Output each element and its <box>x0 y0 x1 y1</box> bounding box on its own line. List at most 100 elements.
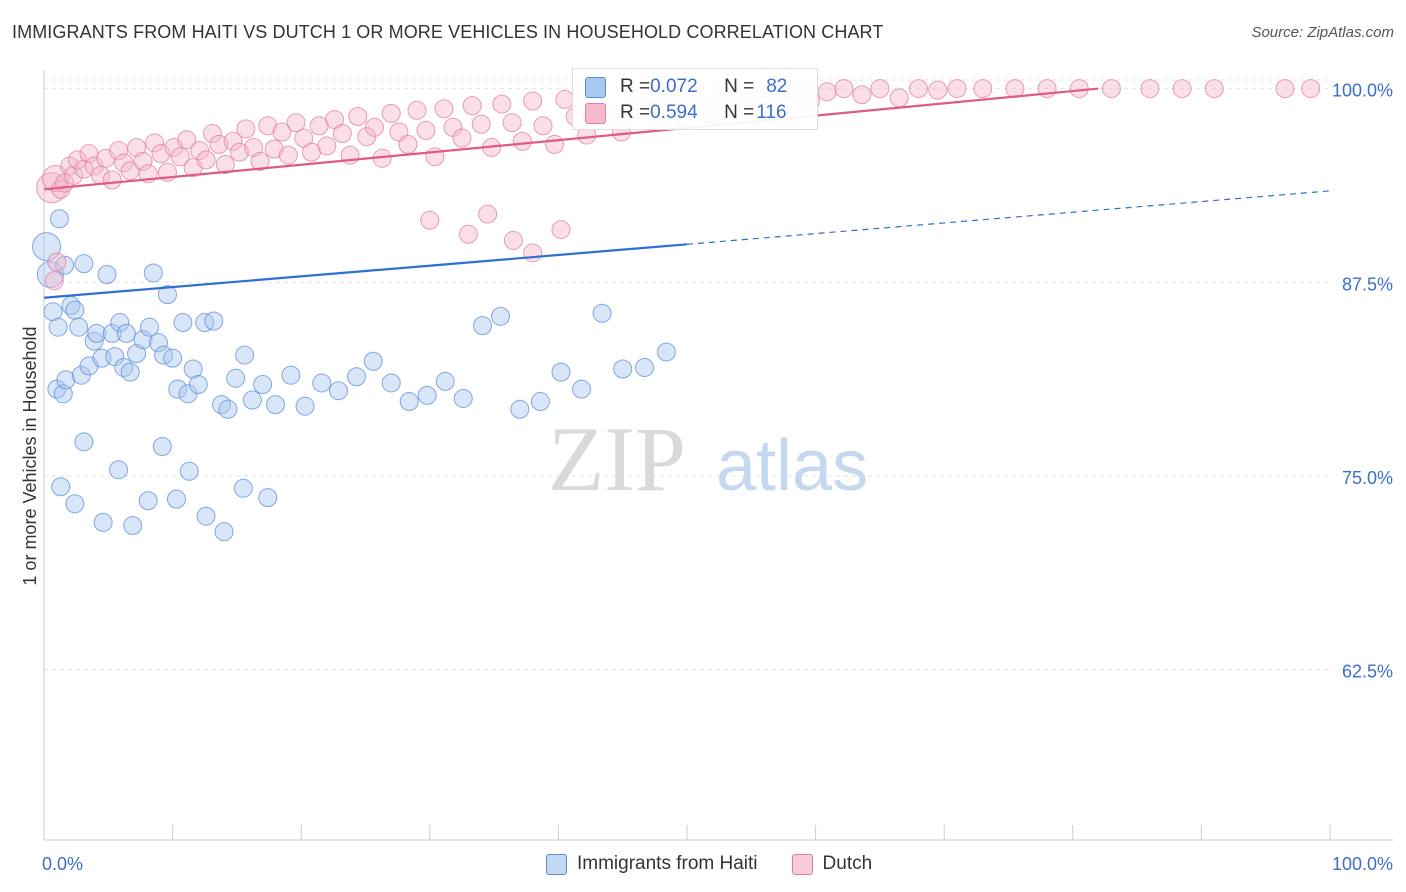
dutch-point <box>834 79 854 99</box>
haiti-point <box>48 317 68 337</box>
y-tick-label: 87.5% <box>1342 274 1393 294</box>
haiti-point <box>346 367 366 387</box>
dutch-point <box>109 141 129 161</box>
y-tick-label: 62.5% <box>1342 662 1393 682</box>
dutch-point <box>492 94 512 114</box>
stats-r-label: R = <box>620 102 651 123</box>
axes <box>43 70 1393 841</box>
legend-swatch-dutch <box>791 853 813 875</box>
haiti-point <box>196 506 216 526</box>
stats-swatch-haiti <box>585 76 606 98</box>
dutch-point <box>416 120 436 140</box>
legend: Immigrants from Haiti Dutch <box>546 851 906 877</box>
dutch-point <box>407 100 427 120</box>
haiti-point <box>295 396 315 416</box>
dutch-point <box>332 124 352 144</box>
dutch-point <box>264 139 284 159</box>
dutch-point <box>44 271 64 291</box>
dutch-point <box>533 116 553 136</box>
haiti-point <box>188 375 208 395</box>
haiti-point <box>226 368 246 388</box>
source-label: Source: ZipAtlas.com <box>1251 24 1394 41</box>
legend-swatch-haiti <box>546 853 567 875</box>
dutch-point <box>317 136 337 156</box>
haiti-point <box>656 342 676 362</box>
stats-r-value-haiti: 0.072 <box>650 76 698 97</box>
haiti-point <box>74 254 94 274</box>
dutch-point <box>202 124 222 144</box>
dutch-point <box>1140 79 1160 99</box>
dutch-point <box>1275 79 1295 99</box>
dutch-point <box>434 99 454 119</box>
stats-n-label: N = <box>724 102 755 123</box>
haiti-point <box>143 263 163 283</box>
dutch-point <box>908 79 928 99</box>
haiti-point <box>109 460 129 480</box>
dutch-point <box>250 151 270 171</box>
dutch-point <box>1101 79 1121 99</box>
tick-labels: 100.0% 87.5% 75.0% 62.5% 0.0% 100.0% <box>42 81 1393 874</box>
dutch-point <box>817 82 837 102</box>
dutch-point <box>973 79 993 99</box>
dutch-point <box>64 165 84 185</box>
haiti-point <box>139 317 159 337</box>
haiti-point <box>183 359 203 379</box>
haiti-point <box>179 461 199 481</box>
haiti-point <box>110 313 130 333</box>
haiti-point <box>157 285 177 305</box>
haiti-point <box>328 381 348 401</box>
stats-r-value-dutch: 0.594 <box>650 102 698 123</box>
haiti-point <box>530 392 550 412</box>
dutch-point <box>452 128 472 148</box>
dutch-point <box>47 252 67 272</box>
dutch-point <box>60 156 80 176</box>
legend-label-dutch: Dutch <box>822 853 873 874</box>
haiti-point <box>173 313 193 333</box>
haiti-point <box>69 317 89 337</box>
haiti-point <box>613 359 633 379</box>
dutch-point <box>458 224 478 244</box>
haiti-point <box>218 399 238 419</box>
dutch-point <box>67 150 87 170</box>
haiti-point <box>120 362 140 382</box>
haiti-point <box>84 331 104 351</box>
haiti-point <box>417 385 437 405</box>
dutch-point <box>512 131 532 151</box>
stats-n-value-haiti: 82 <box>766 76 788 97</box>
dutch-point <box>102 170 122 190</box>
haiti-point <box>168 379 188 399</box>
dutch-point <box>947 79 967 99</box>
legend-label-haiti: Immigrants from Haiti <box>577 853 758 874</box>
haiti-point <box>453 388 473 408</box>
haiti-point <box>551 362 571 382</box>
stats-r-label: R = <box>620 76 651 97</box>
haiti-point <box>510 399 530 419</box>
dutch-point <box>523 91 543 111</box>
stats-box: R = 0.072 N = 82 R = 0.594 N = 116 <box>572 68 818 130</box>
haiti-point <box>56 370 76 390</box>
series-haiti-points <box>32 209 676 542</box>
haiti-point <box>133 330 153 350</box>
dutch-point <box>272 122 292 142</box>
haiti-point <box>363 351 383 371</box>
dutch-point <box>215 155 235 175</box>
dutch-point <box>1301 79 1321 99</box>
dutch-point <box>870 79 890 99</box>
dutch-point <box>84 156 104 176</box>
haiti-point <box>74 432 94 452</box>
dutch-trend-line <box>43 87 1099 191</box>
stats-row-haiti: R = 0.072 N = 82 <box>585 74 787 100</box>
dutch-point <box>133 151 153 171</box>
haiti-point <box>204 311 224 331</box>
haiti-point <box>163 348 183 368</box>
dutch-point <box>286 113 306 133</box>
dutch-point <box>523 243 543 263</box>
haiti-point <box>55 255 75 275</box>
dutch-point <box>1204 79 1224 99</box>
dutch-point <box>190 141 210 161</box>
dutch-point <box>278 145 298 165</box>
dutch-point <box>127 137 147 157</box>
haiti-point <box>148 333 168 353</box>
dutch-point <box>223 131 243 151</box>
